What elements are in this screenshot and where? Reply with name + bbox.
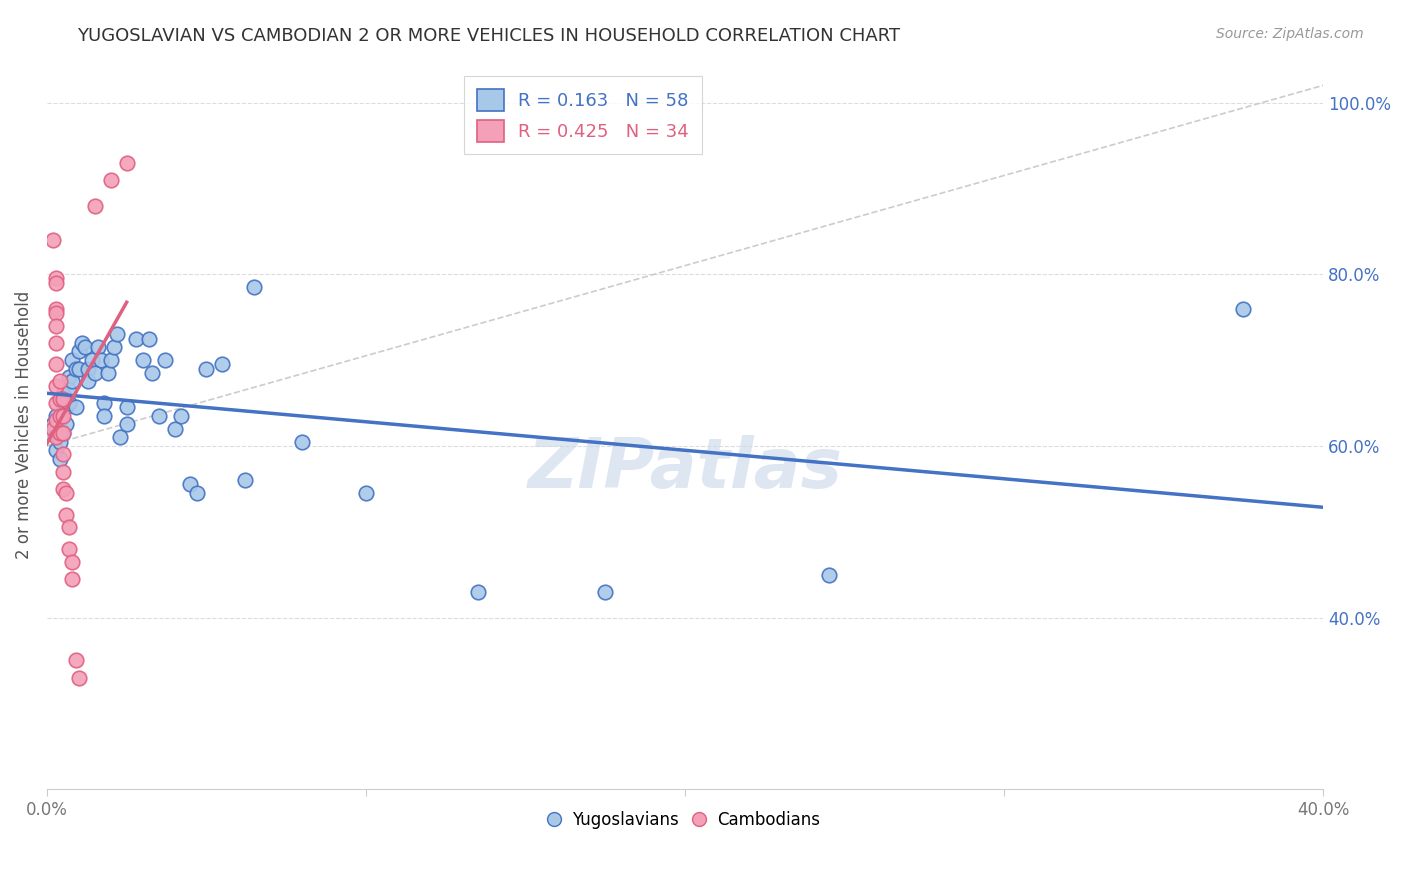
Point [65, 361, 87, 376]
Point [90, 353, 112, 368]
Point [52, 409, 75, 423]
Point [52, 482, 75, 496]
Point [243, 280, 266, 294]
Point [45, 357, 67, 371]
Point [110, 430, 132, 444]
Point [67, 671, 90, 685]
Point [55, 508, 77, 522]
Point [48, 392, 70, 406]
Point [62, 375, 84, 389]
Point [179, 477, 201, 491]
Point [58, 520, 80, 534]
Text: ZIPatlas: ZIPatlas [527, 434, 842, 501]
Point [45, 276, 67, 290]
Point [100, 173, 122, 187]
Point [48, 434, 70, 449]
Point [62, 555, 84, 569]
Point [45, 409, 67, 423]
Point [186, 486, 208, 500]
Point [48, 451, 70, 466]
Point [87, 340, 110, 354]
Point [45, 335, 67, 350]
Point [42, 233, 65, 247]
Point [77, 375, 100, 389]
Point [42, 417, 65, 432]
Point [52, 447, 75, 461]
Point [52, 387, 75, 401]
Point [52, 425, 75, 440]
Point [67, 344, 90, 359]
Point [148, 409, 170, 423]
Point [48, 422, 70, 436]
Point [45, 301, 67, 316]
Point [93, 396, 115, 410]
Point [100, 353, 122, 368]
Point [1232, 301, 1254, 316]
Text: YUGOSLAVIAN VS CAMBODIAN 2 OR MORE VEHICLES IN HOUSEHOLD CORRELATION CHART: YUGOSLAVIAN VS CAMBODIAN 2 OR MORE VEHIC… [77, 27, 900, 45]
Point [58, 383, 80, 397]
Point [58, 541, 80, 556]
Point [52, 401, 75, 415]
Y-axis label: 2 or more Vehicles in Household: 2 or more Vehicles in Household [15, 290, 32, 558]
Text: Source: ZipAtlas.com: Source: ZipAtlas.com [1216, 27, 1364, 41]
Point [67, 361, 90, 376]
Point [45, 443, 67, 458]
Point [45, 306, 67, 320]
Point [96, 366, 118, 380]
Point [105, 327, 128, 342]
Point [55, 401, 77, 415]
Point [141, 366, 163, 380]
Point [593, 584, 616, 599]
Point [45, 413, 67, 427]
Point [211, 357, 233, 371]
Point [45, 430, 67, 444]
Point [45, 318, 67, 333]
Point [45, 396, 67, 410]
Point [62, 572, 84, 586]
Point [65, 653, 87, 667]
Point [163, 422, 186, 436]
Point [291, 434, 314, 449]
Point [93, 409, 115, 423]
Point [138, 332, 160, 346]
Point [62, 353, 84, 368]
Point [125, 332, 148, 346]
Point [65, 401, 87, 415]
Point [75, 340, 97, 354]
Point [70, 335, 93, 350]
Point [52, 392, 75, 406]
Point [55, 486, 77, 500]
Point [58, 396, 80, 410]
Point [45, 378, 67, 392]
Point [170, 409, 193, 423]
Point [52, 425, 75, 440]
Point [83, 198, 105, 212]
Point [58, 370, 80, 384]
Point [115, 401, 138, 415]
Point [42, 422, 65, 436]
Point [817, 567, 839, 582]
Point [354, 486, 377, 500]
Point [45, 271, 67, 285]
Point [467, 584, 489, 599]
Point [83, 366, 105, 380]
Point [131, 353, 153, 368]
Legend: Yugoslavians, Cambodians: Yugoslavians, Cambodians [544, 805, 827, 836]
Point [52, 465, 75, 479]
Point [153, 353, 176, 368]
Point [195, 361, 218, 376]
Point [48, 375, 70, 389]
Point [77, 361, 100, 376]
Point [48, 425, 70, 440]
Point [80, 353, 103, 368]
Point [55, 417, 77, 432]
Point [233, 473, 256, 487]
Point [39, 425, 62, 440]
Point [115, 155, 138, 169]
Point [103, 340, 125, 354]
Point [115, 417, 138, 432]
Point [48, 409, 70, 423]
